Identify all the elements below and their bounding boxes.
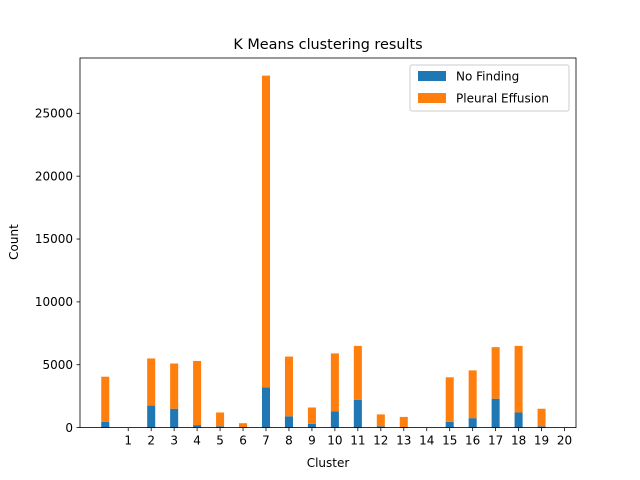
bar-pleural-effusion-cluster-7 [261, 75, 271, 388]
bar-pleural-effusion-cluster-0 [101, 376, 110, 422]
y-tick-label: 5000 [42, 358, 73, 372]
bar-pleural-effusion-cluster-2 [147, 358, 156, 406]
bar-pleural-effusion-cluster-13 [399, 416, 408, 427]
bar-no-finding-cluster-5 [216, 426, 225, 428]
chart-title: K Means clustering results [233, 37, 422, 53]
y-tick-label: 0 [65, 421, 73, 435]
x-tick-label: 10 [327, 434, 342, 448]
x-tick-label: 14 [419, 434, 434, 448]
bar-no-finding-cluster-10 [330, 411, 339, 428]
bar-pleural-effusion-cluster-10 [330, 353, 339, 412]
bar-no-finding-cluster-15 [445, 421, 454, 428]
x-tick-label: 17 [488, 434, 503, 448]
bar-no-finding-cluster-18 [514, 412, 523, 428]
bar-pleural-effusion-cluster-19 [537, 408, 546, 427]
bar-pleural-effusion-cluster-5 [216, 412, 225, 427]
y-tick-label: 20000 [35, 169, 73, 183]
bar-pleural-effusion-cluster-4 [193, 360, 202, 426]
bar-pleural-effusion-cluster-17 [491, 347, 500, 399]
bars-layer [101, 75, 546, 428]
x-tick-label: 8 [285, 434, 293, 448]
y-tick-label: 15000 [35, 232, 73, 246]
x-tick-label: 6 [239, 434, 247, 448]
y-axis-label: Count [7, 224, 21, 260]
legend-frame [409, 64, 570, 112]
x-tick-label: 5 [216, 434, 224, 448]
x-tick-label: 9 [308, 434, 316, 448]
bar-no-finding-cluster-0 [101, 421, 110, 428]
bar-pleural-effusion-cluster-16 [468, 370, 477, 419]
x-tick-label: 19 [534, 434, 549, 448]
bar-no-finding-cluster-8 [284, 416, 293, 428]
bar-no-finding-cluster-4 [193, 425, 202, 428]
y-tick-label: 25000 [35, 107, 73, 121]
legend-label-pleural-effusion: Pleural Effusion [456, 92, 549, 106]
y-axis-ticks: 0 5000 10000 15000 20000 25000 [35, 107, 80, 435]
x-tick-label: 18 [511, 434, 526, 448]
legend: No Finding Pleural Effusion [409, 64, 570, 112]
legend-label-no-finding: No Finding [456, 70, 519, 84]
bar-no-finding-cluster-12 [376, 426, 385, 428]
x-axis-label: Cluster [307, 456, 350, 470]
x-tick-label: 7 [262, 434, 270, 448]
bar-pleural-effusion-cluster-18 [514, 345, 523, 413]
x-tick-label: 13 [396, 434, 411, 448]
x-tick-label: 12 [373, 434, 388, 448]
bar-no-finding-cluster-16 [468, 418, 477, 428]
x-tick-label: 1 [124, 434, 132, 448]
bar-no-finding-cluster-2 [147, 405, 156, 428]
bar-pleural-effusion-cluster-9 [307, 407, 316, 424]
legend-swatch-no-finding [418, 71, 446, 81]
x-tick-label: 2 [147, 434, 155, 448]
x-tick-label: 15 [442, 434, 457, 448]
x-axis-ticks: 1 2 3 4 5 6 7 8 9 10 11 12 13 14 15 16 17 18 19 20 [124, 427, 572, 448]
bar-no-finding-cluster-7 [261, 387, 271, 428]
bar-no-finding-cluster-19 [537, 426, 546, 428]
bar-no-finding-cluster-9 [307, 423, 316, 428]
bar-pleural-effusion-cluster-11 [353, 345, 362, 400]
x-tick-label: 4 [193, 434, 201, 448]
axes-frame [79, 57, 577, 429]
legend-swatch-pleural-effusion [418, 93, 446, 103]
bar-no-finding-cluster-3 [170, 408, 179, 428]
bar-pleural-effusion-cluster-8 [284, 356, 293, 417]
x-tick-label: 16 [465, 434, 480, 448]
x-tick-label: 3 [170, 434, 178, 448]
x-tick-label: 20 [557, 434, 572, 448]
bar-pleural-effusion-cluster-12 [376, 414, 385, 427]
bar-no-finding-cluster-17 [491, 398, 500, 428]
bar-pleural-effusion-cluster-3 [170, 363, 179, 409]
bar-pleural-effusion-cluster-15 [445, 377, 454, 422]
bar-pleural-effusion-cluster-6 [239, 423, 248, 428]
x-tick-label: 11 [350, 434, 365, 448]
y-tick-label: 10000 [35, 295, 73, 309]
bar-no-finding-cluster-11 [353, 399, 362, 428]
